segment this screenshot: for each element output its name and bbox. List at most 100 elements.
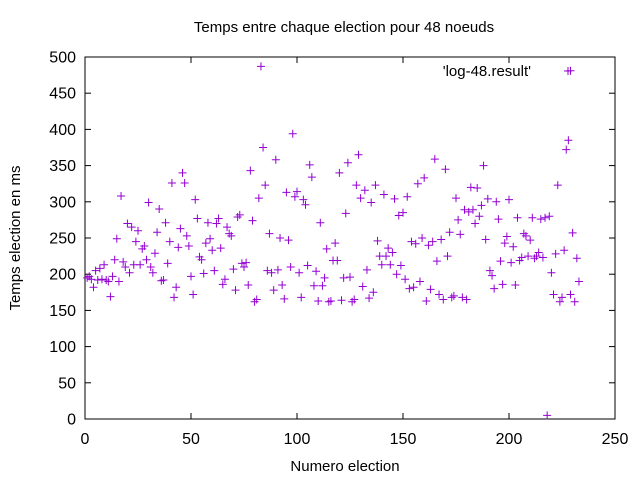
data-point — [121, 262, 130, 271]
data-point — [337, 296, 346, 305]
data-point — [341, 209, 350, 218]
data-point — [157, 276, 166, 285]
data-point — [278, 281, 287, 290]
data-point — [483, 194, 492, 203]
data-point — [303, 261, 312, 270]
x-axis: 0 50 100 150 200 250 — [81, 57, 628, 448]
data-point — [97, 275, 106, 284]
data-point — [426, 285, 435, 294]
data-point — [382, 252, 391, 261]
legend-label: 'log-48.result' — [443, 63, 531, 80]
data-point — [184, 241, 193, 250]
data-point — [197, 255, 206, 264]
data-point — [178, 168, 187, 177]
data-point — [276, 234, 285, 242]
data-point — [134, 226, 142, 235]
data-point — [517, 253, 526, 262]
data-point — [536, 215, 545, 224]
data-point — [413, 179, 422, 188]
data-point — [485, 266, 494, 275]
data-point — [356, 194, 365, 203]
data-point — [403, 192, 412, 201]
data-point — [496, 257, 505, 266]
data-point — [187, 272, 195, 281]
data-point — [560, 246, 569, 255]
data-point — [220, 275, 229, 284]
data-point — [176, 224, 185, 233]
data-point — [182, 231, 191, 240]
data-point — [335, 168, 344, 177]
data-point — [458, 293, 467, 302]
y-axis: 0 50 100 150 200 250 300 350 400 450 500 — [49, 50, 615, 429]
data-point — [159, 275, 168, 284]
data-point — [267, 268, 276, 277]
data-point — [290, 192, 299, 201]
data-point — [206, 234, 215, 243]
data-point — [502, 232, 511, 241]
data-point — [163, 259, 172, 268]
data-point — [513, 213, 522, 222]
data-point — [231, 286, 240, 295]
data-point — [388, 248, 397, 257]
data-point — [481, 235, 490, 244]
data-point — [454, 215, 463, 224]
data-point — [373, 236, 382, 245]
data-point — [574, 277, 583, 286]
chart-title: Temps entre chaque election pour 48 noeu… — [194, 19, 494, 36]
data-point — [558, 293, 566, 302]
data-point — [246, 166, 255, 175]
y-tick-label: 450 — [49, 86, 76, 103]
data-point — [254, 194, 263, 203]
data-point — [415, 277, 424, 286]
data-point — [418, 234, 427, 242]
data-point — [555, 297, 564, 306]
data-point — [146, 262, 155, 271]
data-point — [365, 294, 374, 303]
data-point — [161, 218, 170, 227]
data-point — [193, 214, 202, 223]
data-point — [379, 190, 388, 199]
data-point — [316, 218, 325, 227]
data-point — [526, 236, 535, 245]
data-point — [155, 205, 164, 214]
y-tick-label: 0 — [67, 412, 76, 429]
data-point — [123, 219, 132, 228]
data-point — [261, 181, 270, 190]
data-point — [475, 212, 484, 221]
data-point — [91, 266, 100, 275]
data-point — [284, 236, 293, 245]
data-point — [551, 249, 560, 258]
x-tick-label: 0 — [81, 431, 90, 448]
data-point — [464, 207, 473, 216]
data-point — [452, 194, 460, 203]
x-tick-label: 200 — [496, 431, 523, 448]
data-point — [390, 194, 399, 203]
data-point — [333, 256, 342, 265]
data-point — [407, 237, 416, 246]
data-points — [83, 62, 583, 420]
data-point — [445, 228, 454, 237]
data-point — [218, 280, 227, 289]
data-point — [150, 249, 159, 258]
data-point — [110, 255, 119, 264]
data-point — [339, 273, 348, 282]
data-point — [466, 183, 475, 192]
data-point — [432, 257, 441, 266]
data-point — [564, 136, 573, 145]
data-point — [324, 297, 333, 306]
y-tick-label: 250 — [49, 231, 76, 248]
data-point — [208, 246, 217, 255]
data-point — [210, 266, 219, 275]
data-point — [307, 173, 316, 182]
data-point — [89, 283, 98, 292]
data-point — [437, 235, 446, 244]
data-point — [320, 273, 329, 282]
data-point — [148, 268, 157, 277]
data-point — [553, 181, 562, 190]
data-point — [505, 195, 513, 204]
data-point — [430, 155, 439, 164]
data-point — [252, 295, 261, 304]
data-point — [447, 293, 456, 302]
data-point — [263, 266, 272, 275]
